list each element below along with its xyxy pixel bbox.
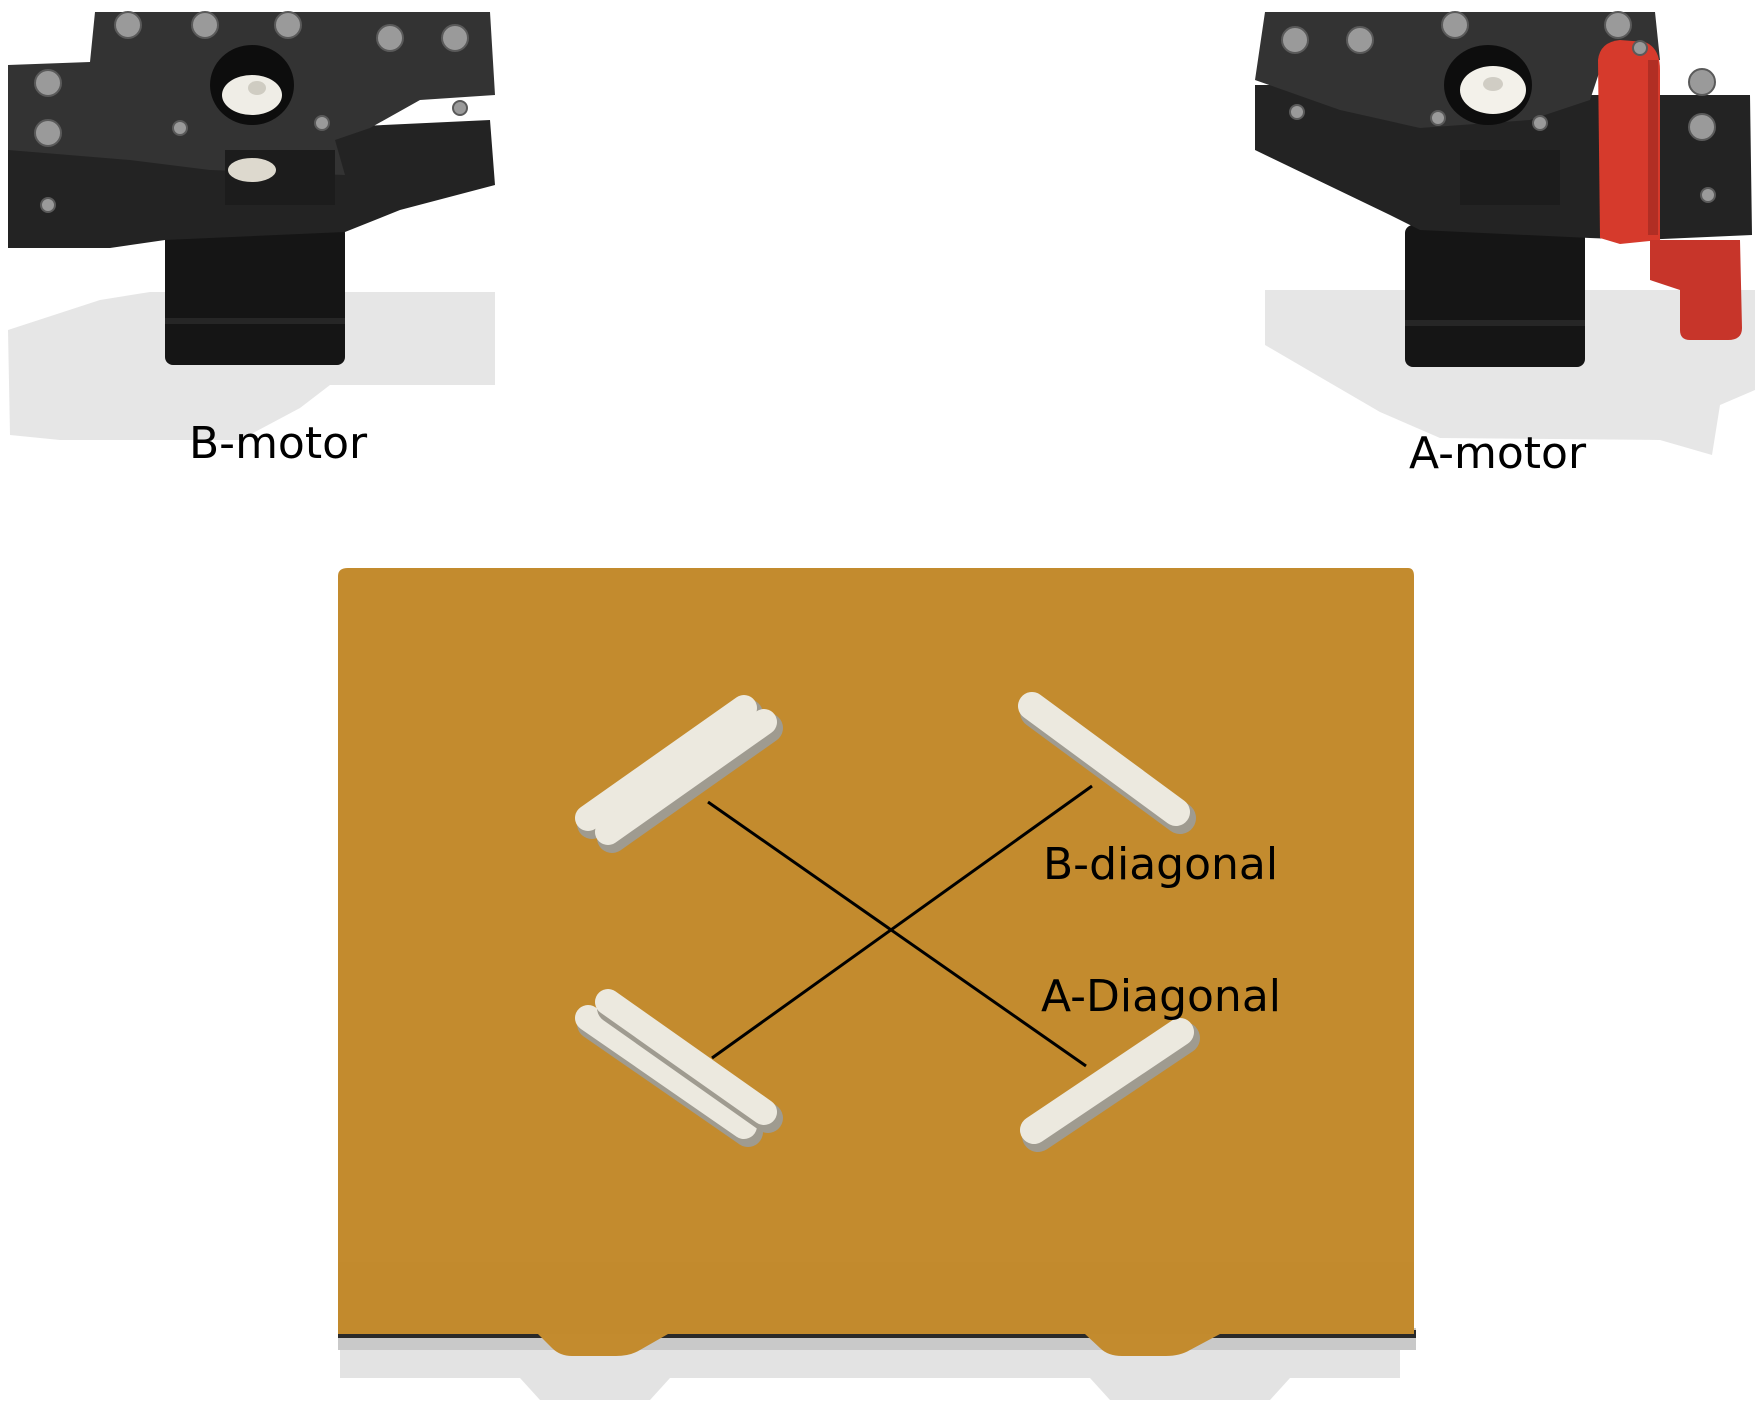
b-motor-pulley — [222, 75, 282, 115]
b-motor-label: B-motor — [189, 422, 367, 466]
a-motor-label: A-motor — [1409, 432, 1586, 476]
a-motor-assembly — [1255, 12, 1755, 455]
b-diagonal-label: B-diagonal — [1043, 843, 1278, 887]
a-motor-body — [1405, 225, 1585, 367]
a-diagonal-label: A-Diagonal — [1041, 975, 1281, 1019]
b-motor-assembly — [8, 12, 495, 440]
b-motor-body — [165, 225, 345, 365]
bed-sheet — [338, 568, 1414, 1356]
bed-shadow — [340, 1350, 1400, 1400]
